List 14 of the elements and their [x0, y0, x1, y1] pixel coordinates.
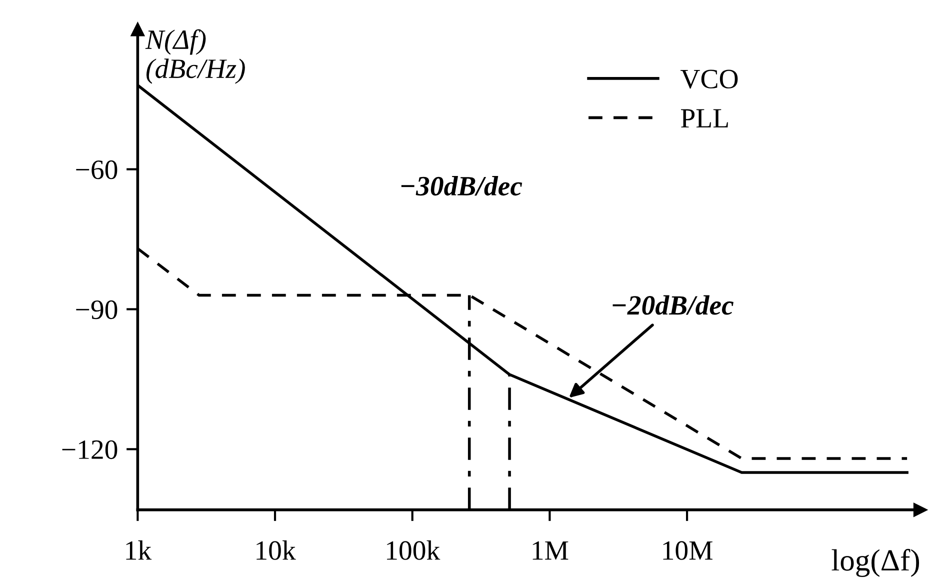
y-tick-label: −120	[62, 440, 118, 460]
annotation: −30dB/dec	[401, 176, 522, 196]
x-tick-label: 10k	[256, 540, 296, 560]
y-tick-label: −60	[76, 160, 118, 180]
x-tick-label: 1M	[532, 541, 568, 560]
legend-label: VCO	[680, 70, 738, 89]
x-tick-label: 1k	[126, 540, 152, 560]
x-axis-title: log(Δf)	[832, 548, 920, 578]
annotation: −20dB/dec	[612, 295, 734, 315]
legend-label: PLL	[680, 109, 728, 128]
x-tick-label: 10M	[663, 541, 712, 560]
x-tick-label: 100k	[387, 540, 440, 560]
y-axis-title: N(Δf) (dBc/Hz)	[145, 29, 245, 84]
y-tick-label: −90	[76, 300, 118, 320]
